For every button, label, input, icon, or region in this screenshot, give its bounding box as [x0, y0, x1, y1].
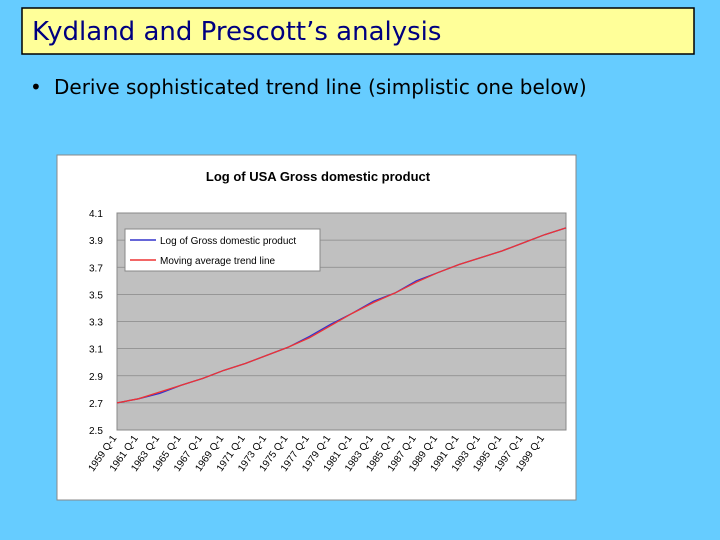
series-line: [116, 227, 567, 404]
legend-box: [124, 228, 321, 272]
legend-label: Log of Gross domestic product: [160, 236, 296, 247]
y-tick-label: 2.7: [89, 399, 103, 410]
chart-title: Log of USA Gross domestic product: [206, 169, 431, 184]
y-tick-label: 2.9: [89, 372, 103, 383]
y-tick-label: 3.5: [89, 290, 103, 301]
y-tick-label: 3.7: [89, 263, 103, 274]
bullet-dot: •: [30, 75, 42, 99]
y-tick-label: 4.1: [89, 209, 103, 220]
bullet-text: Derive sophisticated trend line (simplis…: [54, 75, 587, 99]
y-tick-label: 3.9: [89, 236, 103, 247]
y-tick-label: 2.5: [89, 426, 103, 437]
title-box: [21, 7, 695, 55]
y-tick-label: 3.1: [89, 345, 103, 356]
y-tick-label: 3.3: [89, 318, 103, 329]
slide-title: Kydland and Prescott’s analysis: [32, 17, 441, 47]
legend-label: Moving average trend line: [160, 256, 276, 267]
